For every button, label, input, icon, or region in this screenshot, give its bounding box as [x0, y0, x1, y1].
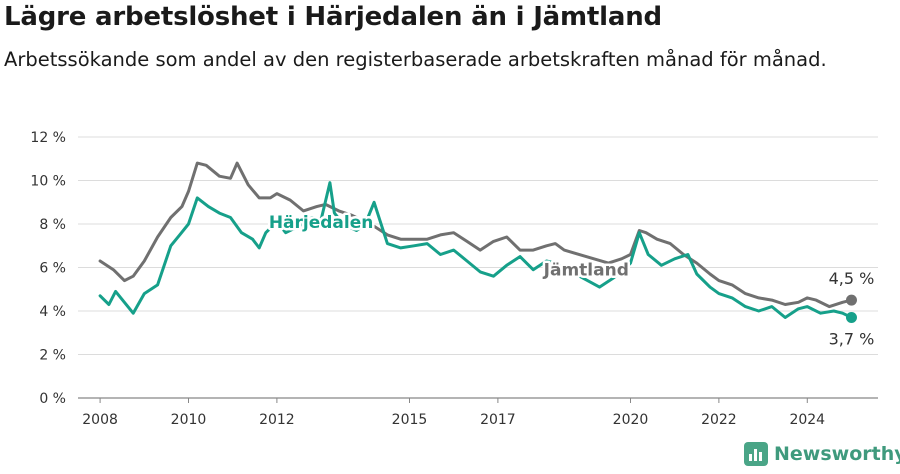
y-tick-label: 10 %	[30, 174, 66, 190]
x-tick-label: 2010	[171, 412, 207, 428]
y-tick-label: 6 %	[39, 261, 66, 277]
newsworthy-logo[interactable]: Newsworthy	[744, 442, 900, 466]
brand-name: Newsworthy	[774, 443, 900, 465]
series-lines	[98, 161, 857, 324]
chart-title: Lägre arbetslöshet i Härjedalen än i Jäm…	[4, 2, 662, 32]
y-tick-label: 2 %	[39, 348, 66, 364]
newsworthy-logo-icon	[744, 442, 768, 466]
end-point-harjedalen	[845, 312, 857, 324]
y-tick-label: 4 %	[39, 304, 66, 320]
chart-subtitle: Arbetssökande som andel av den registerb…	[4, 48, 827, 71]
y-tick-label: 8 %	[39, 217, 66, 233]
labels: Jämtland 4,5 % Härjedalen 3,7 %	[266, 210, 875, 349]
x-tick-label: 2017	[480, 412, 516, 428]
x-tick-label: 2024	[789, 412, 825, 428]
x-tick-label: 2022	[701, 412, 737, 428]
y-tick-label: 0 %	[39, 391, 66, 407]
y-tick-label: 12 %	[30, 130, 66, 146]
series-label-harjedalen: Härjedalen	[269, 213, 374, 233]
end-value-label-harjedalen: 3,7 %	[829, 330, 875, 349]
end-value-label-jamtland: 4,5 %	[829, 269, 875, 288]
x-tick-label: 2020	[613, 412, 649, 428]
series-line-harjedalen	[98, 181, 853, 319]
x-tick-label: 2015	[392, 412, 428, 428]
x-tick-label: 2008	[82, 412, 118, 428]
series-line-jamtland	[98, 161, 853, 309]
end-point-jamtland	[845, 294, 857, 306]
axes: 0 % 2 % 4 % 6 % 8 % 10 % 12 % 2008 2010 2012 2015 2…	[30, 130, 825, 428]
x-tick-label: 2012	[259, 412, 295, 428]
series-label-jamtland: Jämtland	[543, 261, 629, 281]
gridlines	[78, 136, 878, 399]
